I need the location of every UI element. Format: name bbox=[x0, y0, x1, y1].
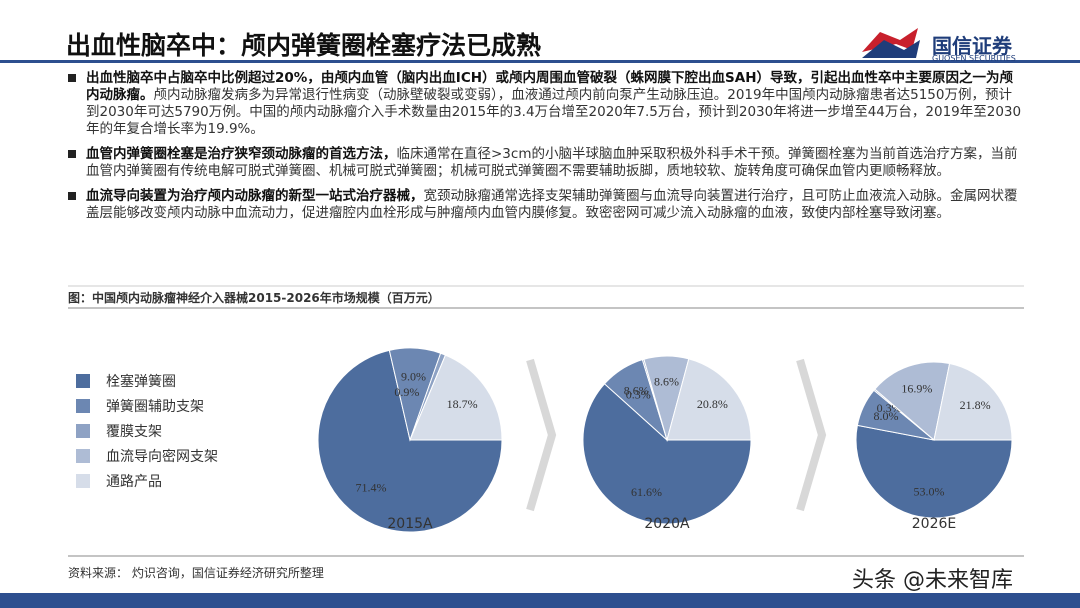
figure-title: 图：中国颅内动脉瘤神经介入器械2015-2026年市场规模（百万元） bbox=[68, 291, 440, 305]
pie-slice bbox=[855, 424, 1013, 519]
logo-mark bbox=[862, 40, 920, 58]
bullet-lead: 血流导向装置为治疗颅内动脉瘤的新型一站式治疗器械， bbox=[86, 188, 424, 204]
pie-name: 2026E bbox=[912, 516, 956, 532]
bullet: 血流导向装置为治疗颅内动脉瘤的新型一站式治疗器械，宽颈动脉瘤通常选择支架辅助弹簧… bbox=[64, 188, 1024, 222]
chevrons bbox=[526, 358, 827, 512]
legend-swatch bbox=[76, 373, 90, 388]
legend-item: 弹簧圈辅助支架 bbox=[76, 393, 218, 418]
data-label: 53.0% bbox=[914, 485, 945, 499]
legend-swatch bbox=[76, 473, 90, 488]
title: 出血性脑卒中：颅内弹簧圈栓塞疗法已成熟 bbox=[66, 31, 542, 60]
source: 资料来源： 灼识咨询，国信证券经济研究所整理 bbox=[68, 566, 324, 580]
legend-label: 栓塞弹簧圈 bbox=[106, 373, 176, 390]
legend-item: 通路产品 bbox=[76, 468, 218, 493]
legend-label: 血流导向密网支架 bbox=[106, 448, 218, 465]
pie-slice bbox=[582, 383, 752, 525]
bullet-list: 出血性脑卒中占脑卒中比例超过20%，由颅内血管（脑内出血ICH）或颅内周围血管破… bbox=[64, 70, 1024, 230]
logo-sub: GUOSEN SECURITIES bbox=[932, 54, 1016, 63]
footer-bar bbox=[0, 593, 1080, 608]
pie-slice bbox=[666, 358, 752, 441]
legend: 栓塞弹簧圈弹簧圈辅助支架 覆膜支架血流导向密网支架 通路产品 bbox=[76, 368, 218, 493]
bullet-lead: 血管内弹簧圈栓塞是治疗狭窄颈动脉瘤的首选方法， bbox=[86, 146, 397, 162]
data-label: 20.8% bbox=[697, 397, 728, 411]
legend-item: 覆膜支架 bbox=[76, 418, 218, 443]
bullet: 出血性脑卒中占脑卒中比例超过20%，由颅内血管（脑内出血ICH）或颅内周围血管破… bbox=[64, 70, 1024, 138]
legend-swatch bbox=[76, 448, 90, 463]
pie-slice bbox=[874, 361, 951, 441]
data-label: 18.7% bbox=[447, 397, 478, 411]
legend-item: 血流导向密网支架 bbox=[76, 443, 218, 468]
data-label: 0.9% bbox=[394, 385, 419, 399]
legend-label: 通路产品 bbox=[106, 473, 162, 490]
data-label: 61.6% bbox=[631, 485, 662, 499]
pie-slice bbox=[409, 354, 503, 441]
watermark: 头条 @未来智库 bbox=[852, 568, 1013, 593]
legend-swatch bbox=[76, 423, 90, 438]
bullet-text: 临床通常在直径>3cm的小脑半球脑血肿采取积极外科手术干预。弹簧圈栓塞为当前首选… bbox=[86, 146, 1018, 179]
pie-slice bbox=[933, 362, 1013, 441]
data-label: 9.0% bbox=[401, 369, 426, 383]
bullet-text: 宽颈动脉瘤通常选择支架辅助弹簧圈与血流导向装置进行治疗，且可防止血液流入动脉。金… bbox=[86, 188, 1018, 221]
pie-name: 2015A bbox=[387, 516, 433, 532]
legend-item: 栓塞弹簧圈 bbox=[76, 368, 218, 393]
data-label: 71.4% bbox=[356, 481, 387, 495]
data-label: 0.3% bbox=[626, 388, 651, 402]
bullet-text: 颅内动脉瘤发病多为异常退行性病变（动脉壁破裂或变弱），血液通过颅内前向泵产生动脉… bbox=[86, 87, 1022, 137]
legend-label: 覆膜支架 bbox=[106, 423, 162, 440]
data-label: 16.9% bbox=[901, 382, 932, 396]
legend-label: 弹簧圈辅助支架 bbox=[106, 398, 204, 415]
data-label: 8.6% bbox=[654, 375, 679, 389]
legend-swatch bbox=[76, 398, 90, 413]
data-label: 21.8% bbox=[960, 398, 991, 412]
logo-text: 国信证券 bbox=[932, 34, 1012, 58]
pie-name: 2020A bbox=[644, 516, 690, 532]
bullet-lead: 出血性脑卒中占脑卒中比例超过20%，由颅内血管（脑内出血ICH）或颅内周围血管破… bbox=[86, 70, 1014, 103]
data-label: 8.0% bbox=[874, 409, 899, 423]
bullet: 血管内弹簧圈栓塞是治疗狭窄颈动脉瘤的首选方法，临床通常在直径>3cm的小脑半球脑… bbox=[64, 146, 1024, 180]
logo-mark bbox=[862, 28, 918, 52]
data-label: 8.6% bbox=[624, 384, 649, 398]
header-rule bbox=[0, 60, 1080, 63]
